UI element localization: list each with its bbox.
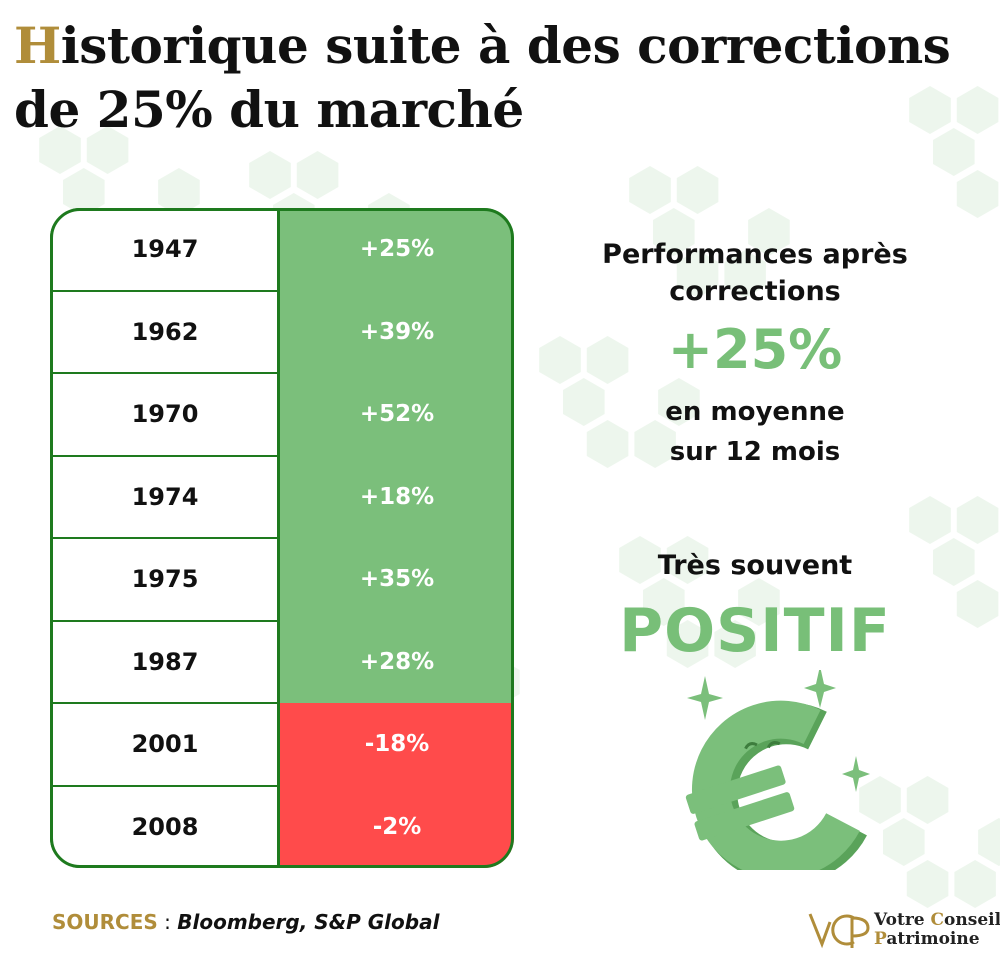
performance-cell: +39% — [280, 290, 514, 373]
sources-note: SOURCES : Bloomberg, S&P Global — [52, 910, 440, 934]
sparkle-icon — [687, 670, 870, 792]
often-label: Très souvent — [657, 550, 853, 581]
logo-line-1: Votre Conseil — [874, 910, 1000, 930]
average-period: en moyenne sur 12 mois — [665, 397, 845, 467]
page-title: Historique suite à des corrections de 25… — [14, 16, 951, 139]
performance-label: Performances après corrections — [602, 239, 908, 307]
performance-cell: +18% — [280, 455, 514, 538]
performance-cell: +52% — [280, 373, 514, 456]
euro-icon — [685, 670, 870, 870]
year-cell: 1974 — [50, 455, 280, 538]
performance-cell: +25% — [280, 208, 514, 291]
year-cell: 1947 — [50, 208, 280, 291]
performance-cell: +28% — [280, 620, 514, 703]
year-cell: 1987 — [50, 620, 280, 703]
logo-line-2: Patrimoine — [874, 929, 980, 949]
year-cell: 1970 — [50, 373, 280, 456]
table-row: 2008 -2% — [50, 785, 514, 868]
table-row: 1970 +52% — [50, 373, 514, 456]
average-performance-value: +25% — [667, 318, 843, 381]
brand-logo: Votre Conseil Patrimoine — [808, 906, 1000, 950]
logo-monogram-icon — [808, 913, 870, 949]
year-cell: 2008 — [50, 785, 280, 868]
table-row: 1974 +18% — [50, 455, 514, 538]
corrections-table: 1947 +25% 1962 +39% 1970 +52% 1974 +18% 1975 +35%… — [50, 208, 514, 868]
table-row: 1947 +25% — [50, 208, 514, 291]
positive-label: POSITIF — [619, 596, 891, 666]
year-cell: 1975 — [50, 538, 280, 621]
performance-cell: -2% — [280, 785, 514, 868]
performance-cell: -18% — [280, 703, 514, 786]
table-row: 1975 +35% — [50, 538, 514, 621]
table-row: 1962 +39% — [50, 290, 514, 373]
performance-cell: +35% — [280, 538, 514, 621]
year-cell: 1962 — [50, 290, 280, 373]
table-row: 1987 +28% — [50, 620, 514, 703]
year-cell: 2001 — [50, 703, 280, 786]
table-row: 2001 -18% — [50, 703, 514, 786]
